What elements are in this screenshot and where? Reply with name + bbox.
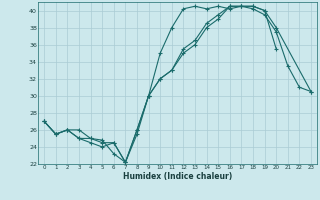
X-axis label: Humidex (Indice chaleur): Humidex (Indice chaleur) (123, 172, 232, 181)
